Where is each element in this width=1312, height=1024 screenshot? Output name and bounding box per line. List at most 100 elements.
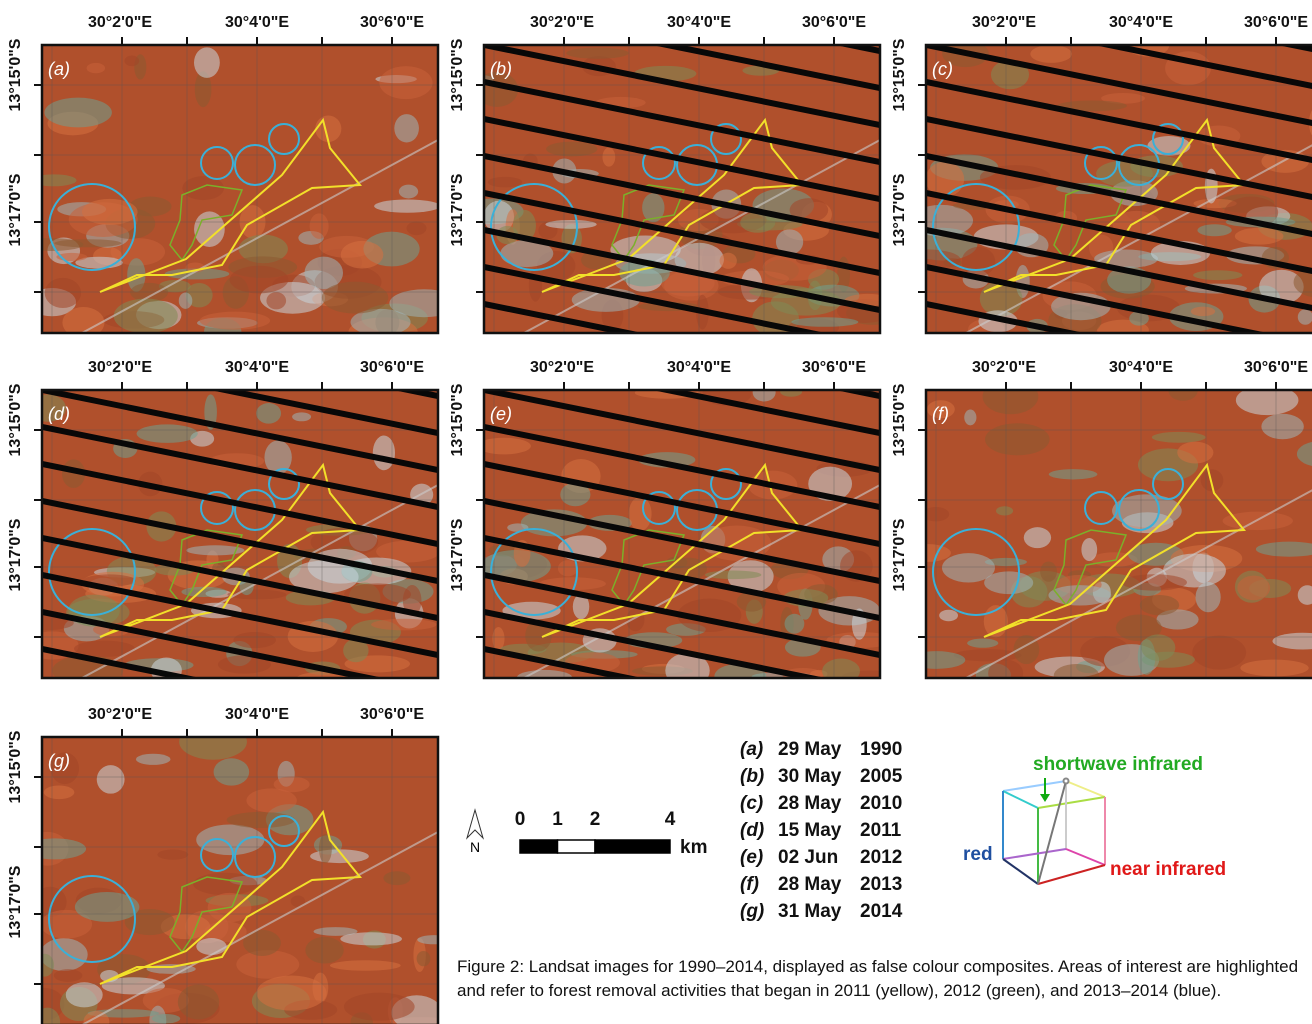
texture — [487, 176, 523, 188]
texture — [164, 268, 230, 280]
texture — [142, 987, 190, 1013]
scale-tick-label: 0 — [515, 809, 526, 830]
texture — [292, 412, 312, 422]
aoi-2013 — [200, 838, 234, 872]
texture — [1297, 585, 1312, 605]
texture — [42, 1007, 61, 1024]
aoi-2013 — [1084, 491, 1118, 525]
texture — [1177, 441, 1214, 464]
road — [81, 139, 438, 333]
texture — [1139, 594, 1180, 616]
aoi-2013 — [48, 528, 136, 616]
texture — [318, 833, 332, 864]
panel-label: (c) — [932, 59, 953, 79]
aoi-2013 — [234, 144, 276, 186]
map-panel — [42, 45, 438, 333]
scan-gap — [484, 646, 643, 678]
texture — [376, 540, 438, 563]
texture — [406, 221, 427, 236]
legend-year: 2013 — [860, 874, 902, 895]
texture — [602, 147, 616, 167]
texture — [42, 838, 87, 860]
longitude-label: 30°6'0"E — [802, 359, 866, 376]
texture — [1190, 306, 1216, 317]
texture — [42, 909, 93, 939]
scan-gap — [484, 264, 826, 333]
longitude-label: 30°4'0"E — [225, 14, 289, 31]
scan-gap — [652, 45, 880, 91]
aoi-2011 — [983, 462, 1246, 638]
texture — [1235, 390, 1299, 416]
texture — [194, 71, 212, 108]
texture — [484, 437, 531, 455]
latitude-label: 13°15'0"S — [891, 383, 908, 456]
texture — [321, 281, 389, 314]
longitude-label: 30°2'0"E — [88, 706, 152, 723]
texture — [1023, 527, 1052, 549]
texture — [1272, 632, 1312, 650]
aoi-2011 — [99, 117, 362, 293]
scan-gap — [42, 535, 438, 621]
texture — [236, 950, 300, 979]
scan-gap — [926, 301, 1085, 333]
texture — [1057, 100, 1127, 112]
scale-tick-label: 2 — [590, 809, 601, 830]
texture — [1115, 614, 1162, 642]
scan-gap — [484, 45, 880, 128]
legend-date: 28 May — [778, 874, 842, 895]
legend-year: 2010 — [860, 793, 902, 814]
scan-gap — [42, 461, 438, 547]
map-panel — [42, 737, 438, 1024]
longitude-label: 30°2'0"E — [972, 14, 1036, 31]
texture — [53, 969, 83, 982]
longitude-label: 30°2'0"E — [88, 359, 152, 376]
texture — [512, 209, 536, 242]
scan-gap — [926, 45, 1312, 127]
longitude-label: 30°4'0"E — [1109, 14, 1173, 31]
texture — [566, 47, 629, 59]
legend-date: 30 May — [778, 766, 842, 787]
scan-gap — [484, 572, 880, 658]
latitude-label: 13°15'0"S — [449, 38, 466, 111]
texture — [65, 982, 103, 1008]
aoi-2013 — [932, 183, 1020, 271]
scan-gap — [484, 190, 880, 276]
texture — [1240, 659, 1309, 677]
texture — [664, 270, 719, 301]
texture — [752, 390, 776, 402]
legend-letter: (c) — [740, 793, 763, 814]
texture — [964, 409, 977, 426]
legend-letter: (a) — [740, 739, 763, 760]
texture — [926, 651, 966, 669]
aoi-2011 — [541, 117, 804, 293]
aoi-2013 — [1152, 123, 1184, 155]
texture — [264, 440, 292, 475]
scan-gap — [42, 390, 438, 473]
texture — [226, 811, 295, 828]
longitude-label: 30°4'0"E — [1109, 359, 1173, 376]
scan-gap — [484, 424, 880, 510]
texture — [492, 627, 505, 651]
latitude-label: 13°17'0"S — [7, 518, 24, 591]
texture — [146, 964, 196, 974]
scan-gap — [484, 79, 880, 165]
texture — [179, 737, 247, 760]
legend-date: 02 Jun — [778, 847, 838, 868]
map-frame — [924, 388, 1312, 680]
texture — [199, 311, 271, 330]
texture — [982, 390, 1039, 415]
road — [81, 831, 438, 1024]
aoi-2011 — [99, 809, 362, 985]
panel-label: (a) — [48, 59, 70, 79]
texture — [1151, 431, 1206, 443]
texture — [545, 219, 597, 229]
cube-label-top: shortwave infrared — [1033, 754, 1203, 775]
texture — [546, 141, 598, 157]
texture — [136, 424, 198, 443]
texture — [329, 960, 401, 971]
longitude-label: 30°6'0"E — [802, 14, 866, 31]
legend-letter: (b) — [740, 766, 764, 787]
panel-label: (e) — [490, 404, 512, 424]
texture — [560, 482, 591, 507]
longitude-label: 30°6'0"E — [360, 706, 424, 723]
